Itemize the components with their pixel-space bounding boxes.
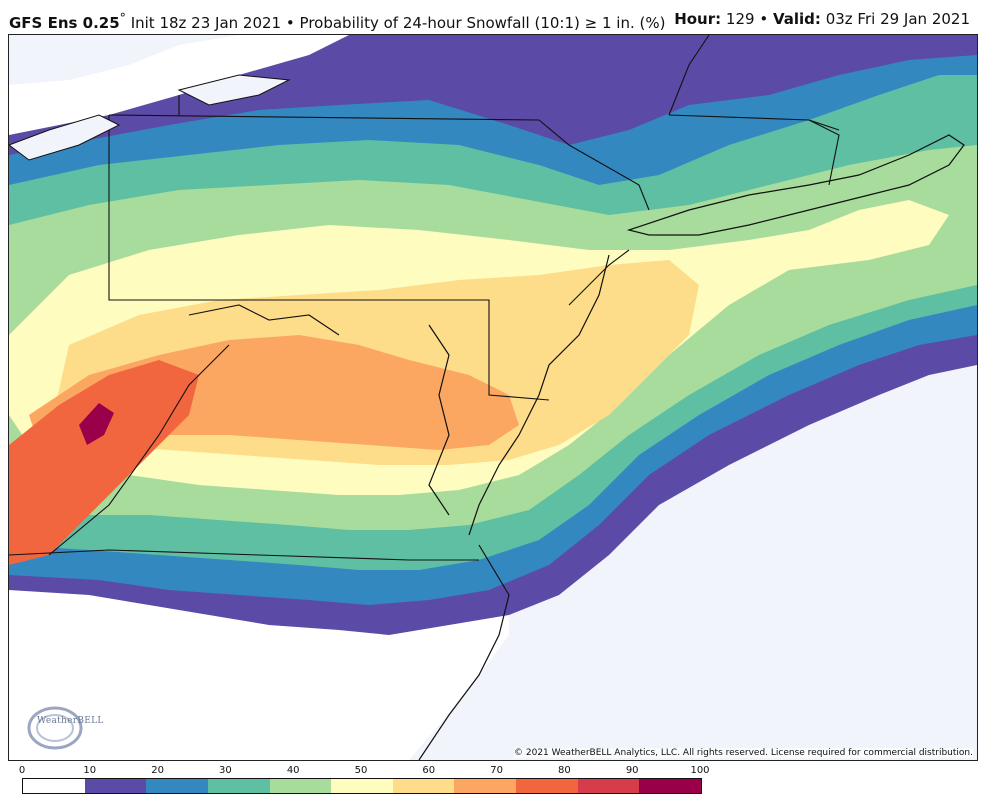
contour-80 bbox=[9, 360, 199, 565]
contour-90 bbox=[79, 403, 114, 445]
model-name: GFS Ens 0.25 bbox=[9, 14, 120, 32]
state-borders bbox=[9, 35, 840, 561]
color-legend: 0 10 20 30 40 50 60 70 80 90 100 bbox=[18, 765, 710, 795]
legend-swatch-4 bbox=[269, 779, 332, 793]
valid-value: 03z Fri 29 Jan 2021 bbox=[825, 10, 970, 28]
snowfall-probability-map: WeatherBELL © 2021 WeatherBELL Analytics… bbox=[8, 34, 978, 761]
legend-tick-80: 80 bbox=[558, 765, 571, 776]
legend-swatch-10 bbox=[639, 779, 702, 793]
legend-tick-10: 10 bbox=[83, 765, 97, 776]
copyright-notice: © 2021 WeatherBELL Analytics, LLC. All r… bbox=[514, 748, 973, 758]
legend-labels: 0 10 20 30 40 50 60 70 80 90 100 bbox=[18, 765, 710, 777]
legend-swatch-8 bbox=[516, 779, 578, 793]
legend-swatch-1 bbox=[84, 779, 147, 793]
lake-erie bbox=[9, 114, 121, 161]
product-name: Probability of 24-hour Snowfall (10:1) ≥… bbox=[299, 14, 666, 32]
legend-swatch-5 bbox=[331, 779, 393, 793]
hour-label: Hour: bbox=[674, 10, 722, 28]
legend-tick-40: 40 bbox=[286, 765, 300, 776]
legend-tick-0: 0 bbox=[18, 765, 26, 776]
init-time: Init 18z 23 Jan 2021 bbox=[130, 14, 282, 32]
legend-tick-20: 20 bbox=[151, 765, 164, 776]
weatherbell-logo: WeatherBELL bbox=[23, 702, 103, 752]
separator: • bbox=[285, 14, 295, 32]
legend-swatch-3 bbox=[207, 779, 270, 793]
legend-swatch-2 bbox=[146, 779, 208, 793]
legend-tick-30: 30 bbox=[219, 765, 232, 776]
map-svg bbox=[9, 35, 977, 760]
separator: • bbox=[759, 10, 769, 28]
coastline bbox=[418, 134, 965, 760]
legend-swatch-7 bbox=[454, 779, 517, 793]
valid-label: Valid: bbox=[772, 10, 821, 28]
legend-swatch-9 bbox=[577, 779, 640, 793]
logo-text: WeatherBELL bbox=[37, 716, 104, 726]
hour-value: 129 bbox=[725, 10, 755, 28]
legend-tick-90: 90 bbox=[625, 765, 639, 776]
header-bar: GFS Ens 0.25° Init 18z 23 Jan 2021 • Pro… bbox=[0, 0, 984, 34]
legend-swatch-6 bbox=[392, 779, 455, 793]
legend-bar bbox=[22, 778, 702, 794]
map-title: GFS Ens 0.25° Init 18z 23 Jan 2021 • Pro… bbox=[9, 10, 666, 32]
legend-tick-100: 100 bbox=[690, 765, 710, 776]
valid-time-block: Hour: 129 • Valid: 03z Fri 29 Jan 2021 bbox=[674, 10, 970, 28]
legend-swatch-0 bbox=[23, 779, 85, 793]
legend-tick-70: 70 bbox=[490, 765, 503, 776]
legend-tick-50: 50 bbox=[354, 765, 368, 776]
legend-tick-60: 60 bbox=[422, 765, 436, 776]
lake-ontario bbox=[177, 74, 291, 106]
